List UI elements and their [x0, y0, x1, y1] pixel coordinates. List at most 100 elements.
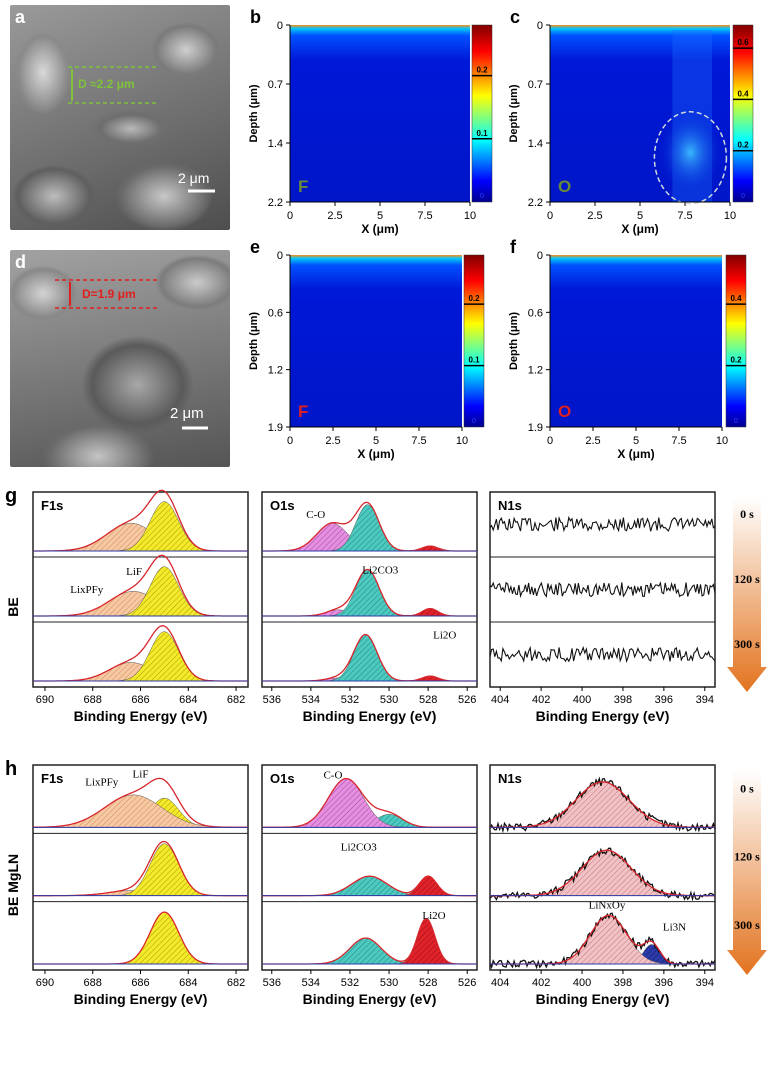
colorbar-tick: 0.6 [737, 38, 749, 47]
map-xtick: 2.5 [585, 435, 600, 447]
fit-component [262, 634, 477, 682]
envelope-curve [489, 776, 716, 834]
fit-component [262, 608, 477, 617]
map-ytick: 1.4 [268, 138, 283, 150]
fit-component [262, 937, 477, 965]
colorbar [725, 254, 747, 428]
panel-letter-f: f [510, 237, 517, 257]
fit-component [489, 849, 716, 896]
xps-panel-g-O1s: O1s 536 534 532 530 528 526 Binding Energy (eV)… [261, 491, 478, 724]
xps-xtick: 396 [655, 694, 673, 706]
fit-component [262, 569, 477, 617]
fit-component [490, 915, 715, 965]
fit-component [262, 609, 477, 617]
xps-xtick: 532 [341, 694, 359, 706]
peak-annotation: Li2CO3 [341, 841, 378, 853]
xps-xtick: 684 [179, 977, 197, 989]
xps-xtick: 690 [36, 694, 54, 706]
map-xtick: 0 [287, 435, 293, 447]
envelope-curve [262, 568, 477, 617]
envelope-curve [262, 777, 477, 828]
xps-xlabel: Binding Energy (eV) [74, 708, 208, 724]
fit-component [261, 814, 478, 828]
map-image [290, 25, 470, 202]
fit-component [33, 631, 248, 682]
map-xtick: 10 [724, 210, 736, 222]
panel-title: N1s [498, 771, 522, 786]
peak-annotation: LiF [133, 768, 149, 780]
xps-panel-h-O1s: O1s 536 534 532 530 528 526 Binding Energy (eV)… [261, 764, 478, 1007]
xps-xlabel: Binding Energy (eV) [303, 708, 437, 724]
row-side-label: BE [5, 597, 21, 616]
xps-xtick: 528 [419, 977, 437, 989]
fit-component [261, 875, 478, 896]
envelope-curve [262, 501, 477, 552]
panel-title: N1s [498, 498, 522, 513]
map-xtick: 5 [637, 210, 643, 222]
envelope-curve [33, 840, 248, 897]
row-side-label: BE MgLN [5, 854, 21, 916]
map-image [290, 255, 462, 427]
panel-letter-e: e [250, 237, 260, 257]
panel-letter-b: b [250, 7, 261, 27]
map-xlabel: X (μm) [361, 222, 398, 236]
fit-component [33, 522, 248, 552]
colorbar-min: 0 [480, 193, 484, 200]
fit-envelope [490, 781, 715, 828]
xps-row-h: h BE MgLN F1s 690 688 686 684 682 Binding Energy… [5, 758, 767, 1007]
panel-title: O1s [270, 498, 295, 513]
xps-xtick: 688 [84, 977, 102, 989]
colorbar-tick: 0.1 [468, 356, 480, 365]
colorbar-tick: 0.4 [737, 89, 749, 98]
depth-label-d: D=1.9 μm [82, 287, 136, 301]
fit-component [33, 591, 248, 617]
depth-map-e: 0 0.6 1.2 1.9 0 2.5 5 7.5 10 X (μm) Depth (μm) e F 0.… [248, 237, 485, 461]
colorbar-tick: 0.2 [730, 356, 742, 365]
xps-xtick: 686 [131, 694, 149, 706]
depth-map-b: 0 0.7 1.4 2.2 0 2.5 5 7.5 10 X (μm) Depth (μm) b F 0.… [248, 7, 493, 236]
envelope-curve [262, 633, 477, 682]
map-xtick: 10 [716, 435, 728, 447]
map-xtick: 7.5 [417, 210, 432, 222]
peak-annotation: LixPFy [85, 777, 119, 789]
fit-envelope [490, 849, 715, 897]
colorbar-tick: 0.2 [737, 141, 749, 150]
xps-xtick: 394 [696, 977, 714, 989]
fit-component [489, 781, 716, 828]
panel-title: F1s [41, 771, 63, 786]
noise-curve [489, 515, 716, 533]
map-xlabel: X (μm) [617, 447, 654, 461]
xps-xlabel: Binding Energy (eV) [303, 991, 437, 1007]
peak-annotation: C-O [306, 509, 325, 521]
colorbar [732, 24, 754, 203]
colorbar-min: 0 [734, 418, 738, 425]
xps-xtick: 400 [573, 694, 591, 706]
time-label: 120 s [734, 572, 760, 586]
envelope-curve [489, 847, 716, 902]
noise-curve [489, 581, 716, 599]
panel-letter-a: a [15, 7, 26, 27]
envelope-curve [262, 917, 477, 965]
fit-component [33, 566, 248, 617]
xps-xtick: 400 [573, 977, 591, 989]
panel-frame [261, 764, 478, 971]
depth-map-c: 0 0.7 1.4 2.2 0 2.5 5 7.5 10 X (μm) Depth (μm) c O 0.… [508, 7, 754, 236]
depth-map-f: 0 0.6 1.2 1.9 0 2.5 5 7.5 10 X (μm) Depth (μm) f O 0.… [508, 237, 747, 461]
panel-frame [489, 764, 716, 971]
panel-letter-h: h [5, 758, 17, 780]
time-label: 0 s [740, 507, 754, 521]
map-ytick: 0.6 [528, 307, 543, 319]
map-ytick: 0 [537, 20, 543, 32]
xps-xtick: 536 [263, 694, 281, 706]
colorbar-tick: 0.2 [476, 66, 488, 75]
map-ytick: 1.4 [528, 138, 543, 150]
xps-xtick: 532 [341, 977, 359, 989]
map-xtick: 5 [373, 435, 379, 447]
peak-annotation: Li2CO3 [362, 564, 399, 576]
map-ylabel: Depth (μm) [248, 312, 260, 370]
time-arrow [727, 497, 767, 692]
envelope-curve [262, 875, 477, 897]
panel-title: O1s [270, 771, 295, 786]
xps-xtick: 682 [227, 694, 245, 706]
panel-letter-g: g [5, 485, 17, 507]
